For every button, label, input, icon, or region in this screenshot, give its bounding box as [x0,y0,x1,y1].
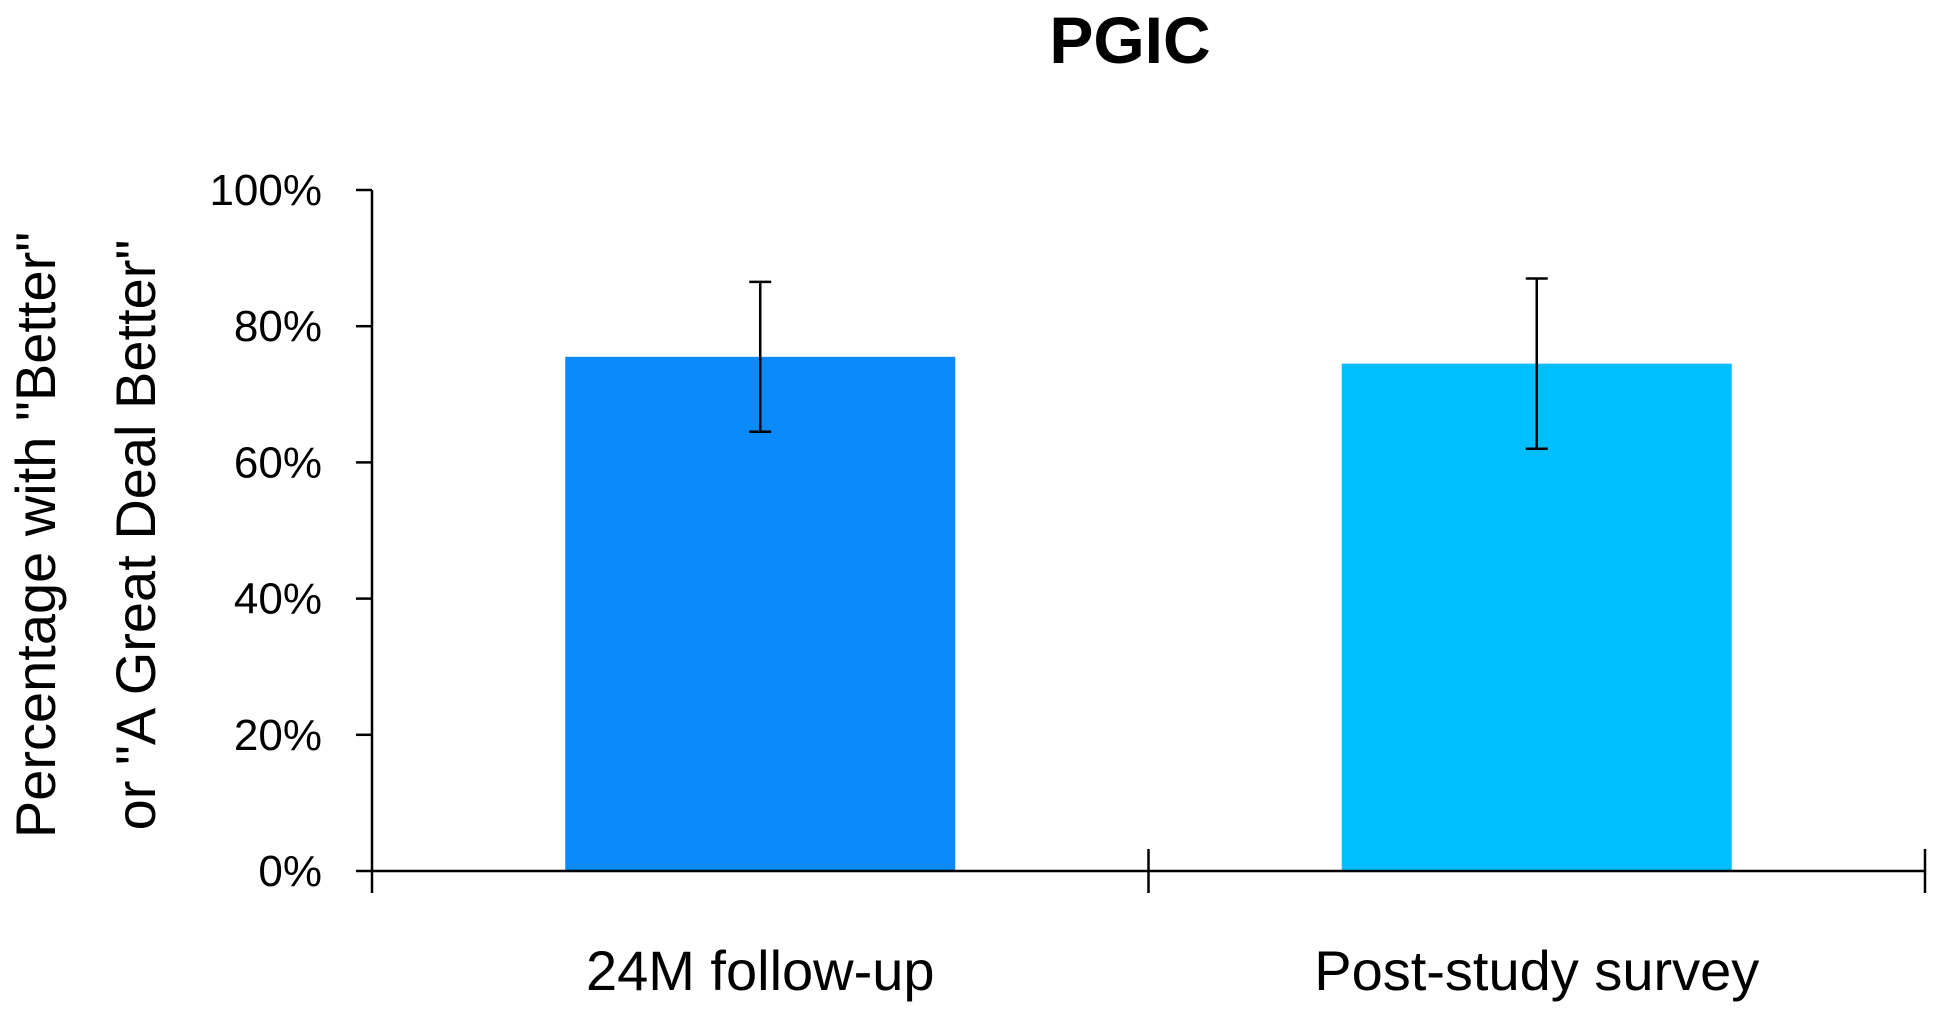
bars-group [565,356,1732,872]
y-tick-label: 0% [258,847,322,896]
y-tick-label: 40% [234,575,322,624]
x-tick-label: Post-study survey [1314,939,1759,1002]
y-axis-label-line-2: or "A Great Deal Better" [104,240,167,831]
bar-1 [565,356,956,872]
error-bars-group [749,277,1548,451]
error-bar-1 [749,280,772,434]
y-axis-label: Percentage with "Better" or "A Great Dea… [4,232,167,838]
y-tick-label: 100% [209,166,322,215]
y-axis-label-line-1: Percentage with "Better" [4,232,67,838]
y-tick-label: 60% [234,438,322,487]
y-tick-label: 20% [234,711,322,760]
error-bar-2 [1525,277,1548,451]
x-tick-label: 24M follow-up [586,939,935,1002]
x-ticks-group: 24M follow-up Post-study survey [586,849,1927,1002]
chart-title: PGIC [1049,3,1210,77]
y-tick-label: 80% [234,302,322,351]
y-ticks-group: 0% 20% 40% 60% 80% 100% [209,166,372,896]
